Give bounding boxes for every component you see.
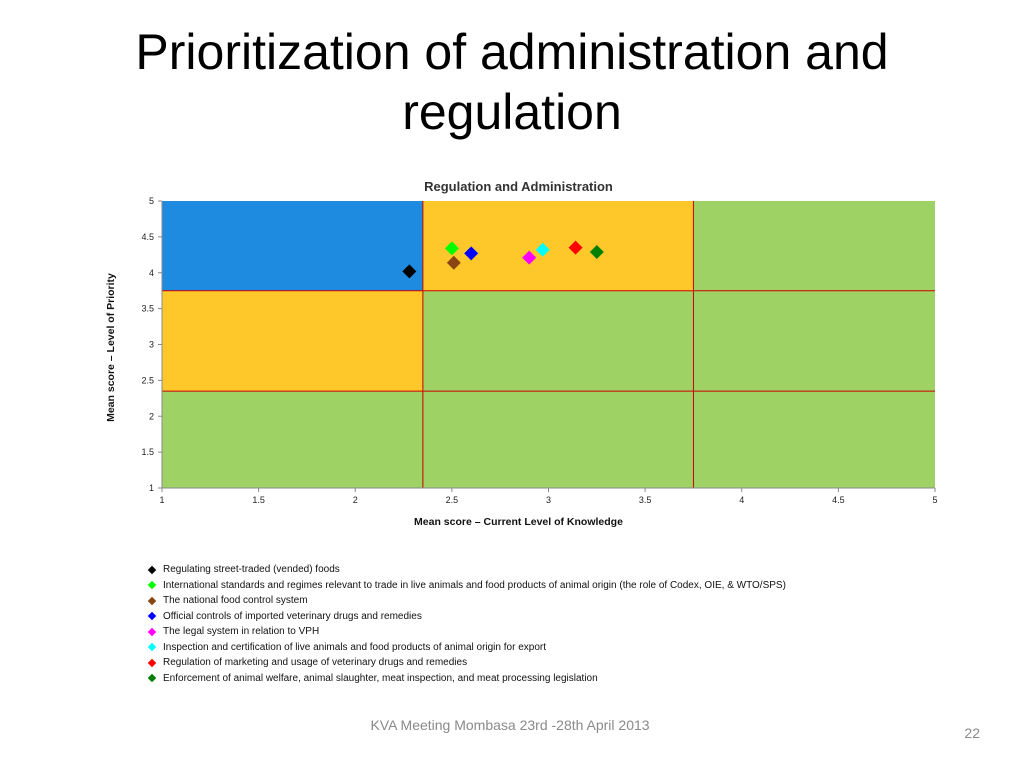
x-tick-label: 1 [159,495,164,505]
y-tick-label: 1 [149,483,154,493]
legend-label: The national food control system [163,595,308,607]
legend-marker [147,612,157,621]
y-tick-label: 3 [149,340,154,350]
y-tick-label: 5 [149,196,154,206]
data-point-8 [589,244,604,259]
y-tick-label: 1.5 [141,447,154,457]
quadrant-scatter-chart: 1 1.5 2 2.5 3 3.5 4 4.5 5 1 1.5 2 2.5 3 3.5 4 4.5 5 Mean s… [105,179,938,528]
data-point-2 [444,241,459,256]
y-axis-label: Mean score – Level of Priority [105,273,117,422]
legend-label: International standards and regimes rele… [163,579,786,591]
slide-title: Prioritization of administration and reg… [135,24,889,140]
x-axis-label: Mean score – Current Level of Knowledge [414,516,623,528]
quadrant-mid-priority-low-knowledge [162,290,423,392]
data-point-6 [535,242,550,257]
x-tick-label: 1.5 [252,495,265,505]
legend-marker [147,627,157,636]
y-tick-label: 4.5 [141,232,154,242]
quadrant-low-priority [162,391,935,488]
quadrant-mid-priority-high-knowledge [693,290,935,392]
legend-item: Inspection and certification of live ani… [146,640,946,656]
x-tick-label: 3.5 [639,495,652,505]
legend-label: The legal system in relation to VPH [163,626,320,638]
chart-title: Regulation and Administration [424,179,613,194]
legend-marker [147,674,157,683]
legend-item: Official controls of imported veterinary… [146,609,946,625]
y-tick-label: 4 [149,268,154,278]
legend-item: Enforcement of animal welfare, animal sl… [146,671,946,687]
slide-footer: KVA Meeting Mombasa 23rd -28th April 201… [370,717,650,733]
quadrant-high-priority-low-knowledge [162,201,423,291]
y-tick-label: 3.5 [141,304,154,314]
quadrant-mid-priority-mid-knowledge [422,290,694,392]
legend-label: Enforcement of animal welfare, animal sl… [163,672,598,684]
legend-marker [147,596,157,605]
data-point-5 [522,250,537,265]
legend-marker [147,643,157,652]
legend-label: Official controls of imported veterinary… [163,610,422,622]
y-tick-label: 2 [149,411,154,421]
x-tick-label: 3 [546,495,551,505]
legend-label: Inspection and certification of live ani… [163,641,546,653]
quadrant-high-priority-mid-knowledge [422,201,694,291]
data-point-4 [464,246,479,261]
legend-label: Regulation of marketing and usage of vet… [163,657,468,669]
legend-item: International standards and regimes rele… [146,578,946,594]
x-tick-label: 4.5 [832,495,845,505]
legend-item: The national food control system [146,593,946,609]
legend-marker [147,581,157,590]
legend-marker [147,658,157,667]
x-tick-label: 2 [353,495,358,505]
chart-legend: Regulating street-traded (vended) foods I… [146,562,946,686]
legend-item: Regulation of marketing and usage of vet… [146,655,946,671]
x-tick-label: 5 [932,495,937,505]
legend-item: Regulating street-traded (vended) foods [146,562,946,578]
quadrant-high-priority-high-knowledge [693,201,935,291]
page-number: 22 [964,725,980,741]
x-tick-label: 2.5 [446,495,459,505]
data-point-3 [446,255,461,270]
legend-marker [147,565,157,574]
y-tick-label: 2.5 [141,375,154,385]
data-point-1 [402,264,417,279]
legend-item: The legal system in relation to VPH [146,624,946,640]
data-point-7 [568,240,583,255]
legend-label: Regulating street-traded (vended) foods [163,564,340,576]
x-tick-label: 4 [739,495,744,505]
